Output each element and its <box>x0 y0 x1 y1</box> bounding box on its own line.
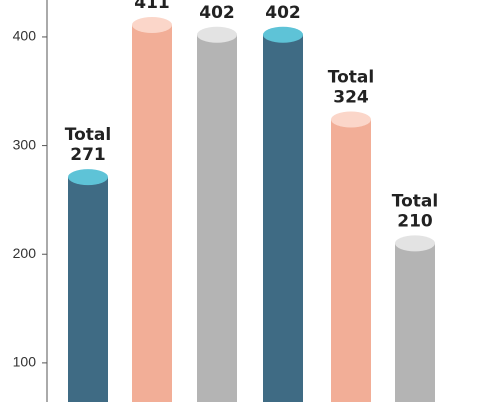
value-label: 402 <box>265 3 301 23</box>
total-label: Total <box>392 191 438 211</box>
total-label: Total <box>260 0 306 3</box>
cylinder-body <box>395 243 435 402</box>
value-label: 271 <box>70 145 106 165</box>
value-label: 324 <box>333 88 369 108</box>
y-tick-label: 200 <box>13 245 37 261</box>
cylinder-cap <box>132 16 172 33</box>
cylinder-cap <box>395 235 435 252</box>
cylinder-body <box>197 34 237 402</box>
cylinder-body <box>331 119 371 402</box>
cylinder-body <box>68 177 108 402</box>
y-tick-label: 100 <box>13 354 37 370</box>
cylinder-cap <box>263 26 303 43</box>
cylinder-body <box>132 24 172 402</box>
y-tick-label: 300 <box>13 136 37 152</box>
total-label: Total <box>194 0 240 3</box>
value-label: 402 <box>199 3 235 23</box>
value-label: 210 <box>397 211 433 231</box>
cylinder-cap <box>331 111 371 128</box>
y-tick-label: 400 <box>13 28 37 44</box>
value-label: 411 <box>134 0 170 13</box>
cylinder-cap <box>197 26 237 43</box>
cylinder-cap <box>68 169 108 186</box>
cylinder-body <box>263 34 303 402</box>
total-label: Total <box>328 68 374 88</box>
total-label: Total <box>65 125 111 145</box>
